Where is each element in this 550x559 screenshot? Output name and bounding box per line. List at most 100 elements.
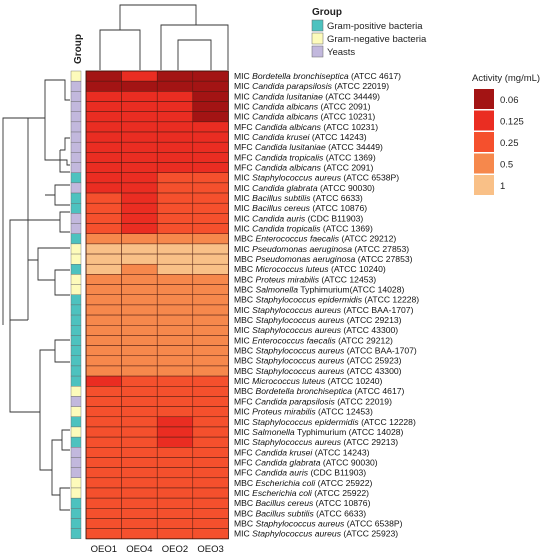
row-label-strain: (ATCC 43300) (343, 325, 398, 335)
heatmap-cell (156, 528, 194, 540)
row-label-prefix: MIC (234, 213, 252, 223)
heatmap-border (85, 70, 229, 540)
heatmap-cell (121, 365, 158, 377)
heatmap-cell (85, 233, 122, 245)
heatmap-cell (192, 243, 229, 255)
group-cell (70, 355, 82, 367)
heatmap-cell (156, 406, 194, 418)
heatmap-cell (121, 80, 158, 92)
row-label-strain: (ATCC 10876) (312, 203, 367, 213)
group-legend-swatch (311, 19, 324, 32)
heatmap-cell (156, 91, 194, 102)
row-label-prefix: MBC (234, 315, 255, 325)
heatmap-cell (192, 162, 229, 173)
row-label-species: Pseudomonas aeruginosa (252, 244, 354, 254)
row-label-strain: (ATCC 25922) (318, 478, 373, 488)
group-legend-swatch (311, 32, 324, 45)
row-label-species: Candida krusei (255, 447, 315, 457)
row-label-strain: Typhimurium (ATCC 14028) (297, 427, 403, 437)
heatmap-cell (85, 477, 122, 489)
row-label-prefix: MIC (234, 71, 252, 81)
row-label-prefix: MIC (234, 488, 252, 498)
heatmap-cell (121, 294, 158, 306)
group-legend-title: Group (312, 7, 342, 18)
heatmap-cell (121, 447, 158, 458)
row-label-strain: (ATCC 34449) (328, 142, 383, 152)
row-label-prefix: MFC (234, 447, 255, 457)
group-cell (70, 325, 82, 336)
heatmap-cell (121, 243, 158, 255)
heatmap-cell (192, 497, 229, 509)
heatmap-cell (85, 345, 122, 357)
heatmap-cell (85, 416, 122, 428)
row-label-strain: (ATCC 25922) (314, 488, 369, 498)
row-label-strain: (ATCC BAA-1707) (347, 346, 417, 356)
row-label-species: Micrococcus luteus (255, 264, 330, 274)
group-cell (70, 508, 82, 519)
row-label-strain: (ATCC 14243) (312, 132, 367, 142)
group-cell (70, 365, 82, 377)
row-label: MIC Bordetella bronchiseptica (ATCC 4617… (234, 71, 401, 81)
heatmap-cell (121, 91, 158, 102)
heatmap-cell (85, 386, 122, 397)
row-label-species: Staphylococcus epidermidis (255, 295, 364, 305)
heatmap-cell (121, 101, 158, 112)
heatmap-cell (192, 508, 229, 519)
heatmap-cell (156, 314, 194, 326)
heatmap-cell (85, 80, 122, 92)
heatmap-cell (85, 355, 122, 367)
heatmap-cell (85, 172, 122, 184)
heatmap-cell (192, 467, 229, 479)
row-label: MIC Salmonella Typhimurium (ATCC 14028) (234, 427, 404, 437)
row-label-species: Salmonella (255, 285, 300, 295)
activity-legend-swatch (474, 110, 494, 131)
heatmap-cell (85, 375, 122, 387)
heatmap-cell (156, 70, 194, 82)
row-label-strain: (ATCC 6633) (313, 193, 363, 203)
row-label-strain: (ATCC 12453) (321, 274, 376, 284)
heatmap-cell (156, 172, 194, 184)
heatmap-cell (121, 508, 158, 519)
row-label-prefix: MFC (234, 152, 255, 162)
heatmap-cell (192, 284, 229, 295)
heatmap-cell (192, 131, 229, 143)
row-label-strain: (ATCC 1369) (326, 152, 376, 162)
heatmap-cell (192, 80, 229, 92)
row-label-prefix: MFC (234, 122, 255, 132)
row-label-prefix: MFC (234, 142, 255, 152)
row-label-strain: (ATCC 43300) (347, 366, 402, 376)
heatmap-cell (85, 192, 122, 204)
row-label-species: Candida parapsilosis (252, 81, 334, 91)
heatmap-cell (156, 294, 194, 306)
group-cell (70, 396, 82, 407)
heatmap-cell (192, 182, 229, 194)
row-dendrogram (2, 79, 70, 511)
heatmap-cell (121, 386, 158, 397)
group-cell (70, 406, 82, 417)
heatmap-cell (85, 91, 122, 102)
row-label: MIC Candida glabrata (ATCC 90030) (234, 183, 375, 193)
heatmap-cell (85, 263, 122, 275)
column-labels: OEO1 OEO4 OEO2 OEO3 (91, 544, 224, 555)
heatmap-cell (121, 253, 158, 265)
row-label-strain: (ATCC 22019) (337, 396, 392, 406)
group-cell (70, 274, 82, 285)
heatmap-cell (192, 274, 229, 285)
heatmap-cell (121, 70, 158, 82)
row-label: MFC Candida albicans (ATCC 2091) (234, 163, 373, 173)
group-cell (70, 131, 82, 143)
row-label-species: Candida albicans (255, 163, 323, 173)
heatmap-cell (156, 223, 194, 234)
row-label: MFC Candida parapsilosis (ATCC 22019) (234, 396, 392, 406)
row-label: MIC Bacillus cereus (ATCC 10876) (234, 203, 367, 213)
heatmap-cell (192, 172, 229, 184)
row-label: MBC Micrococcus luteus (ATCC 10240) (234, 264, 386, 274)
heatmap-cell (156, 213, 194, 224)
group-cell (70, 182, 82, 194)
heatmap-cell (192, 528, 229, 540)
row-label: MBC Bacillus cereus (ATCC 10876) (234, 498, 371, 508)
row-label-prefix: MBC (234, 518, 255, 528)
heatmap-cell (192, 375, 229, 387)
heatmap-cell (156, 497, 194, 509)
group-cell (70, 121, 82, 133)
